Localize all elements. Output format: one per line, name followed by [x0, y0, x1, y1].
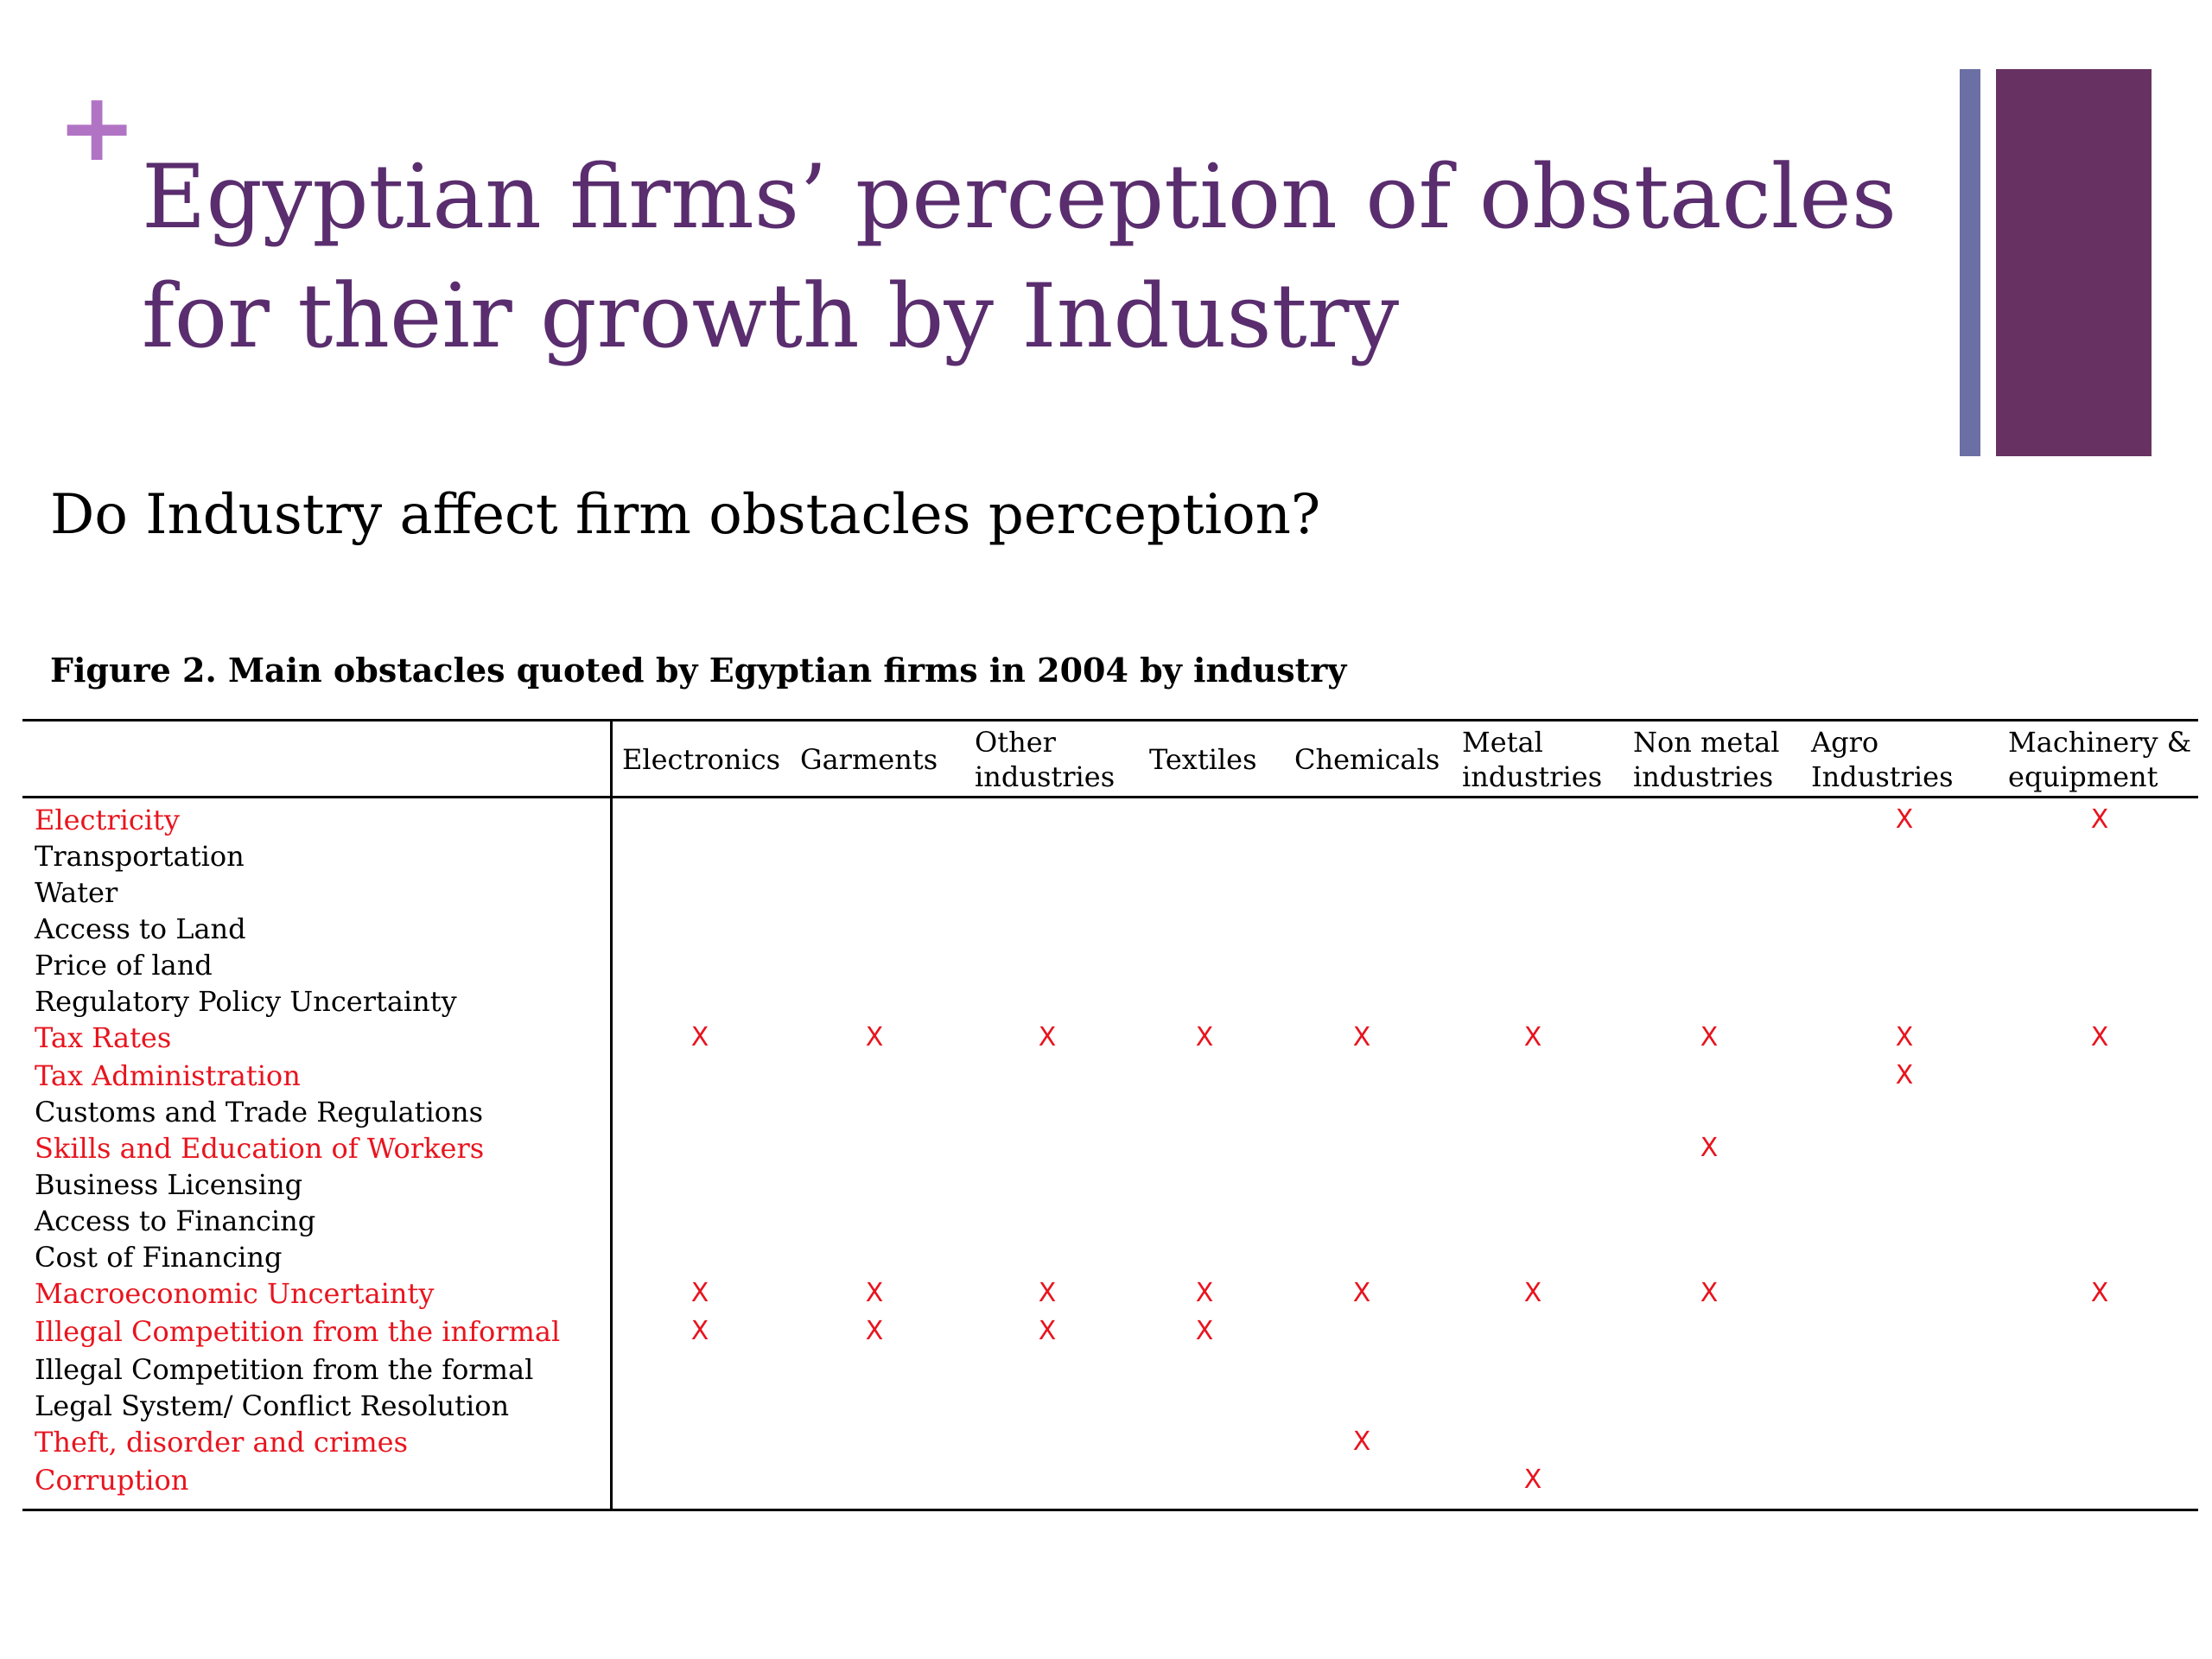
column-header-line1: Chemicals [1294, 743, 1440, 776]
column-header-line2: industries [1462, 760, 1603, 793]
row-label: Transportation [35, 840, 245, 873]
column-header-line1: Electronics [622, 743, 781, 776]
obstacle-mark: X [2090, 804, 2109, 835]
obstacle-mark: X [865, 1316, 884, 1346]
column-header-line2: industries [975, 760, 1116, 793]
row-label: Macroeconomic Uncertainty [35, 1277, 435, 1310]
column-header-text: Other industries [975, 725, 1115, 794]
column-header-text: Agro Industries [1811, 725, 1954, 794]
obstacle-mark: X [2090, 1022, 2109, 1052]
row-label: Legal System/ Conflict Resolution [35, 1389, 510, 1422]
obstacle-mark: X [1895, 804, 1914, 835]
obstacle-mark: X [1038, 1316, 1057, 1346]
column-header-line1: Garments [800, 743, 938, 776]
row-label: Skills and Education of Workers [35, 1132, 485, 1165]
obstacle-mark: X [1195, 1022, 1214, 1052]
column-header-text: Garments [800, 742, 938, 777]
obstacle-mark: X [1352, 1278, 1371, 1308]
obstacle-mark: X [865, 1278, 884, 1308]
column-header: Machinery & equipment [2008, 725, 2191, 794]
table-column-divider [610, 721, 613, 1511]
column-header: Textiles [1149, 725, 1257, 794]
row-label: Customs and Trade Regulations [35, 1096, 484, 1128]
obstacle-mark: X [1195, 1316, 1214, 1346]
obstacle-mark: X [1700, 1022, 1719, 1052]
row-label: Tax Rates [35, 1021, 172, 1054]
obstacle-mark: X [1700, 1278, 1719, 1308]
column-header-text: Non metal industries [1633, 725, 1780, 794]
column-header-line1: Metal [1462, 726, 1543, 759]
obstacle-mark: X [1523, 1022, 1542, 1052]
column-header: Metal industries [1462, 725, 1602, 794]
obstacle-mark: X [690, 1278, 709, 1308]
column-header-text: Textiles [1149, 742, 1257, 777]
column-header: Agro Industries [1811, 725, 1954, 794]
slide-question: Do Industry affect firm obstacles percep… [50, 483, 1321, 547]
column-header-text: Electronics [622, 742, 780, 777]
obstacle-mark: X [1352, 1427, 1371, 1457]
row-label: Access to Financing [35, 1205, 316, 1237]
table-body: Electricity X X Transportation Water Access t… [22, 798, 2198, 1509]
column-header: Chemicals [1294, 725, 1440, 794]
accent-bar-thin [1960, 69, 1980, 456]
obstacle-mark: X [1700, 1133, 1719, 1163]
column-header: Garments [800, 725, 938, 794]
column-header-text: Machinery & equipment [2008, 725, 2191, 794]
obstacle-mark: X [865, 1022, 884, 1052]
row-label: Water [35, 876, 118, 909]
obstacle-mark: X [1195, 1278, 1214, 1308]
column-header-line2: equipment [2008, 760, 2158, 793]
table-header-row: Electronics Garments Other industries Textil… [22, 721, 2198, 798]
obstacle-mark: X [1895, 1022, 1914, 1052]
obstacle-mark: X [1523, 1278, 1542, 1308]
column-header-line2: Industries [1811, 760, 1954, 793]
obstacle-mark: X [690, 1022, 709, 1052]
row-label: Illegal Competition from the informal [35, 1315, 561, 1348]
obstacle-mark: X [1523, 1465, 1542, 1495]
obstacle-mark: X [1038, 1022, 1057, 1052]
slide-title: Egyptian firms’ perception of obstacles … [142, 146, 1897, 368]
column-header-line1: Non metal [1633, 726, 1780, 759]
row-label: Access to Land [35, 912, 246, 945]
column-header-line2: industries [1633, 760, 1774, 793]
obstacle-mark: X [1895, 1060, 1914, 1090]
row-label: Cost of Financing [35, 1241, 283, 1274]
column-header: Other industries [975, 725, 1115, 794]
column-header-line1: Other [975, 726, 1056, 759]
row-label: Theft, disorder and crimes [35, 1426, 409, 1459]
row-label: Corruption [35, 1464, 189, 1497]
column-header-line1: Textiles [1149, 743, 1257, 776]
accent-bar-thick [1996, 69, 2152, 456]
column-header-line1: Agro [1811, 726, 1879, 759]
obstacle-mark: X [690, 1316, 709, 1346]
obstacle-mark: X [1038, 1278, 1057, 1308]
obstacles-table: Electronics Garments Other industries Textil… [22, 719, 2198, 1511]
obstacle-mark: X [1352, 1022, 1371, 1052]
plus-icon: + [57, 72, 137, 182]
row-label: Illegal Competition from the formal [35, 1353, 534, 1386]
row-label: Price of land [35, 949, 213, 982]
row-label: Regulatory Policy Uncertainty [35, 985, 457, 1018]
column-header: Non metal industries [1633, 725, 1780, 794]
column-header-text: Metal industries [1462, 725, 1602, 794]
row-label: Electricity [35, 804, 180, 836]
row-label: Tax Administration [35, 1059, 301, 1092]
figure-caption: Figure 2. Main obstacles quoted by Egypt… [50, 651, 1347, 690]
column-header-text: Chemicals [1294, 742, 1440, 777]
row-label: Business Licensing [35, 1168, 303, 1201]
column-header-line1: Machinery & [2008, 726, 2192, 759]
obstacle-mark: X [2090, 1278, 2109, 1308]
column-header: Electronics [622, 725, 780, 794]
